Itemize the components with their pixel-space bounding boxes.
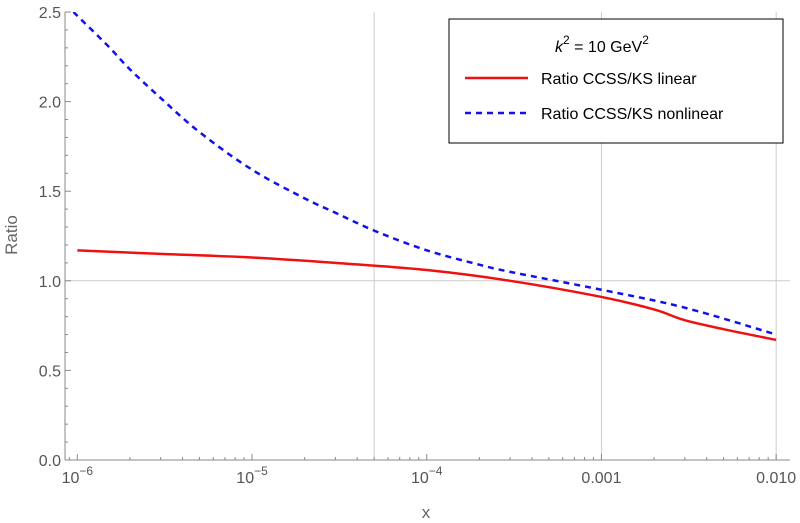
y-tick-label-4: 2.0	[39, 95, 61, 112]
legend-label-linear: Ratio CCSS/KS linear	[541, 71, 697, 88]
y-axis-title: Ratio	[2, 215, 21, 255]
legend-box	[448, 18, 784, 144]
y-tick-label-0: 0.0	[39, 453, 61, 470]
legend-title: k2 = 10 GeV2	[555, 33, 649, 56]
x-tick-label-3: 0.001	[581, 470, 621, 487]
series-line-1	[72, 12, 777, 336]
legend-label-nonlinear: Ratio CCSS/KS nonlinear	[541, 106, 724, 123]
x-tick-label-4: 0.010	[756, 470, 796, 487]
x-tick-label-2: 10−4	[411, 464, 443, 487]
y-tick-label-5: 2.5	[39, 5, 61, 22]
y-tick-label-3: 1.5	[39, 184, 61, 201]
axes	[64, 12, 790, 461]
series-layer	[72, 12, 777, 342]
x-axis-title: x	[422, 503, 431, 522]
x-tick-label-1: 10−5	[236, 464, 268, 487]
y-tick-label-2: 1.0	[39, 274, 61, 291]
x-tick-label-0: 10−6	[62, 464, 94, 487]
ticks: 0.0 0.5 1.0 1.5 2.0 2.5 10−6 10−5 10−4 0.001 0.010	[39, 5, 797, 487]
series-line-0	[77, 249, 777, 342]
legend: k2 = 10 GeV2 Ratio CCSS/KS linear Ratio …	[448, 18, 784, 144]
y-tick-label-1: 0.5	[39, 363, 61, 380]
